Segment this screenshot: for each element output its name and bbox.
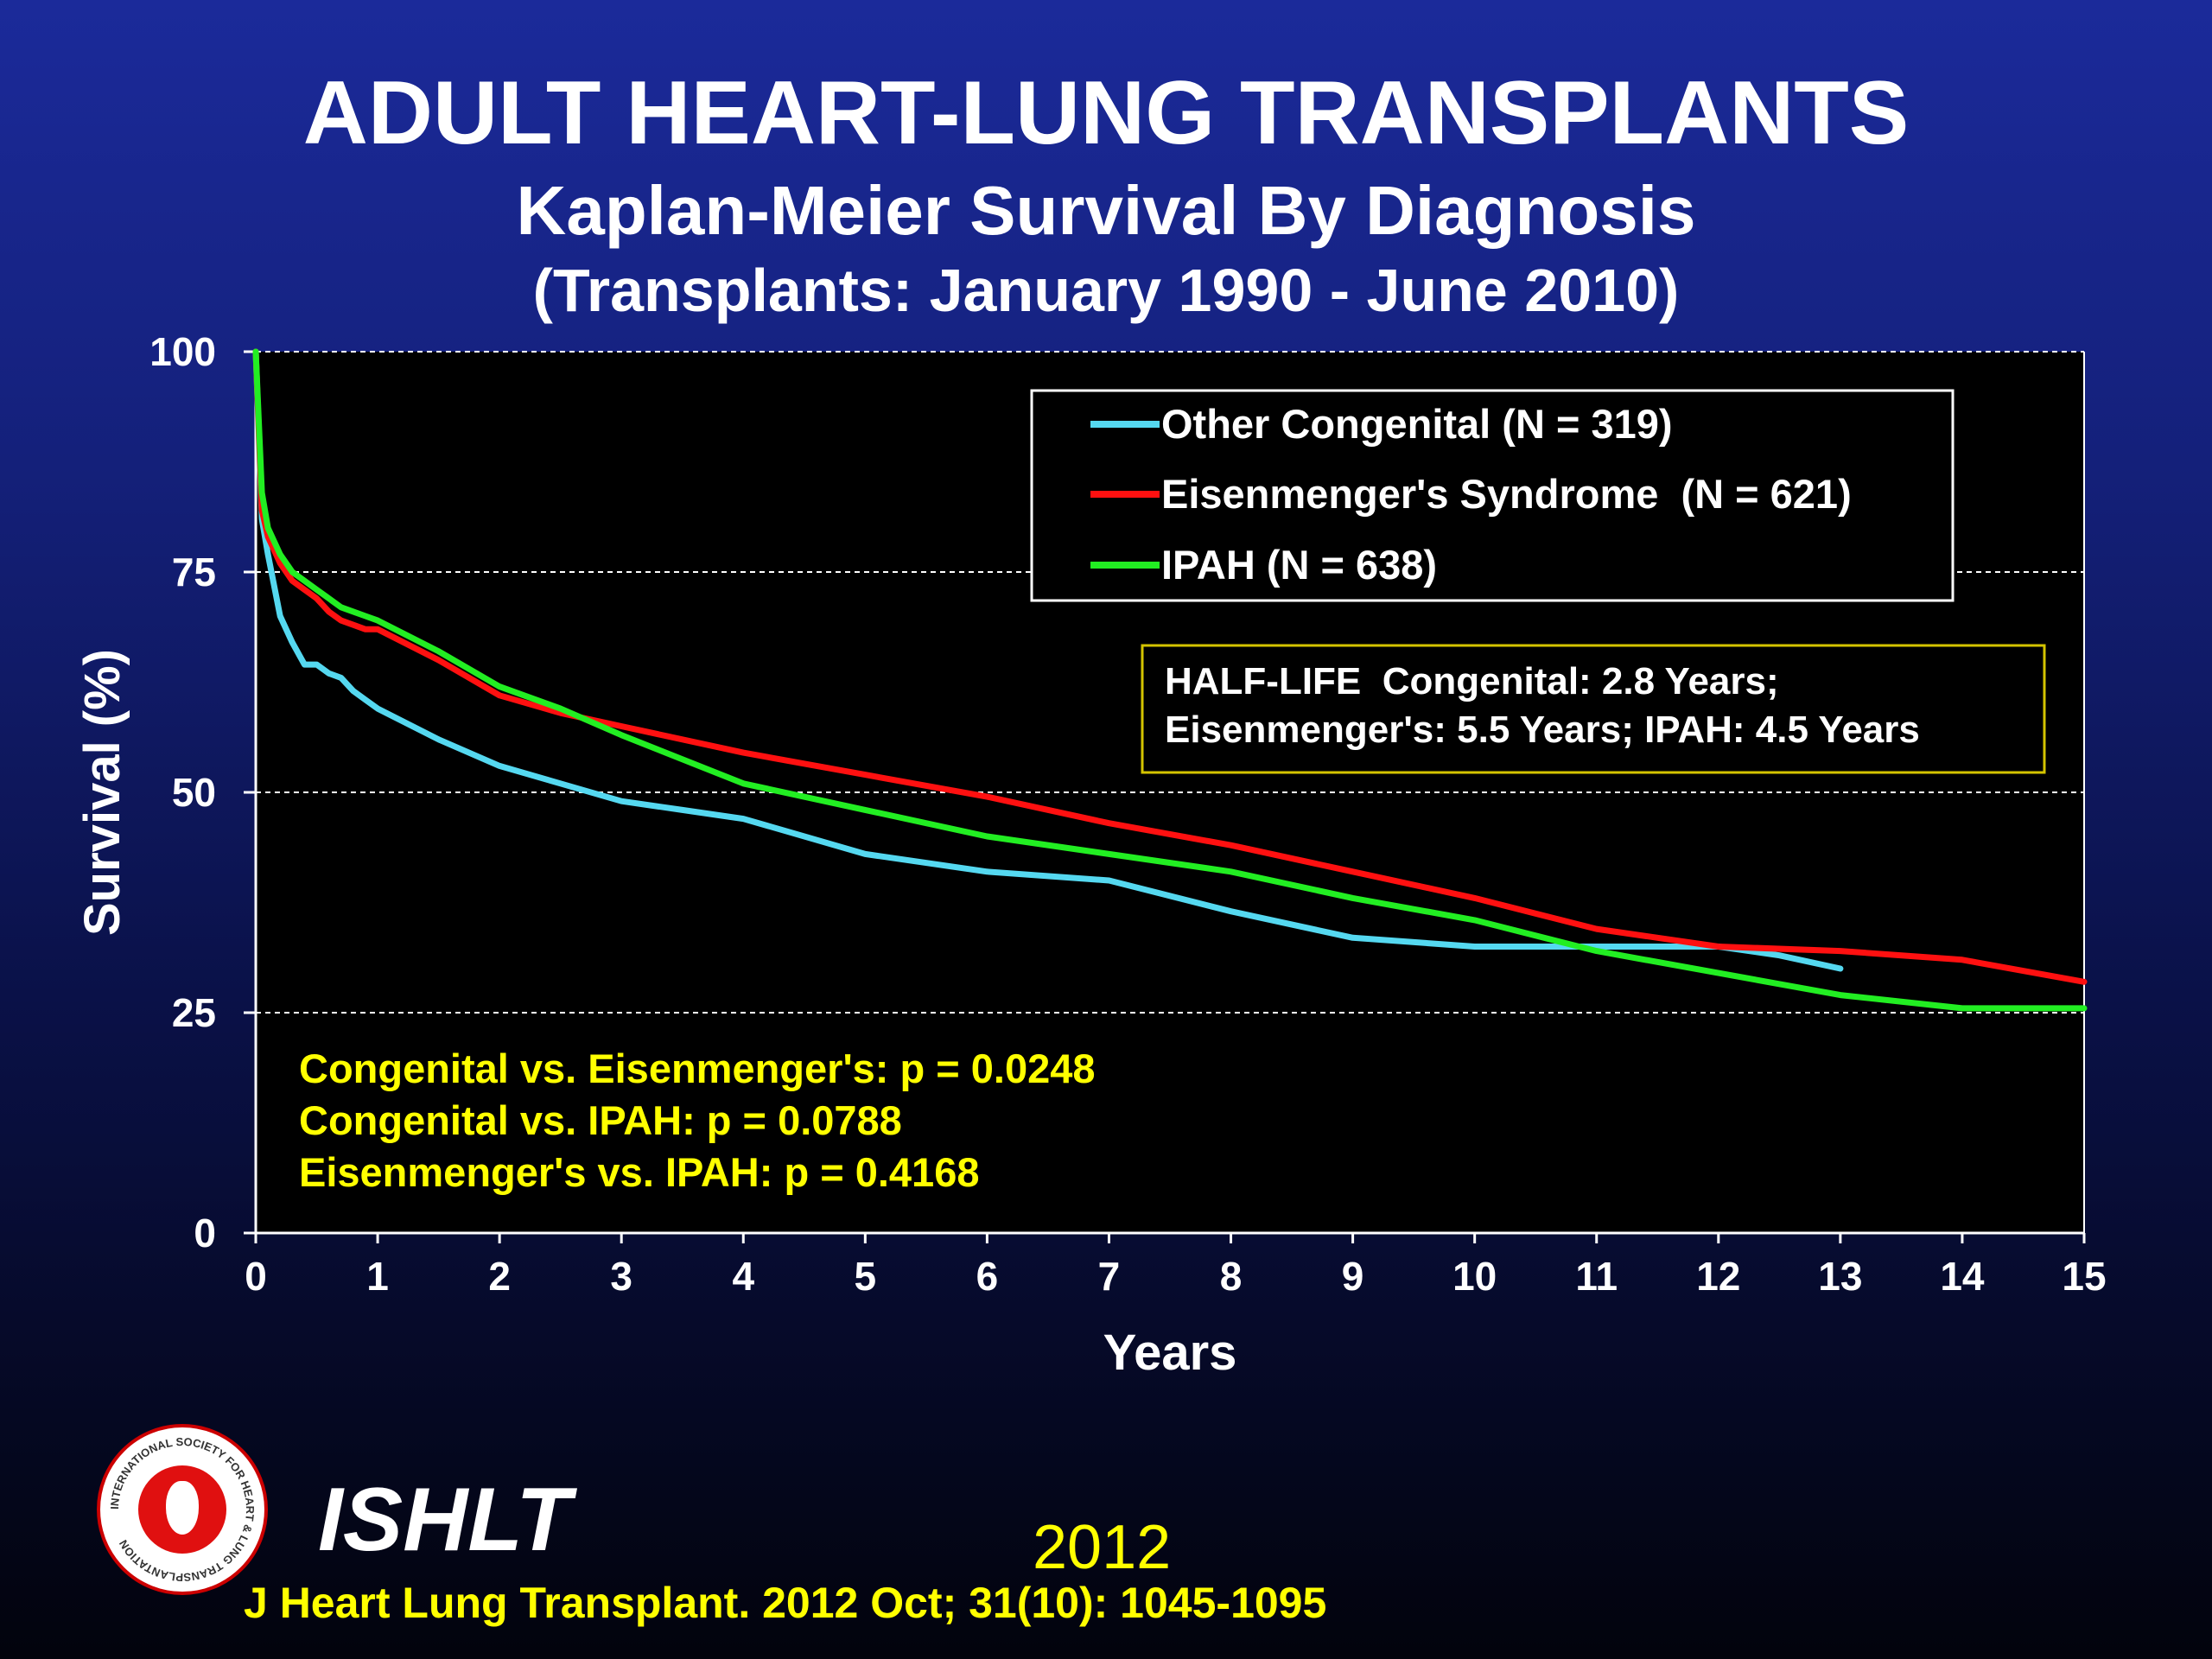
chart-subtitle: Kaplan-Meier Survival By Diagnosis: [516, 172, 1696, 249]
y-tick-label: 25: [172, 990, 216, 1035]
logo-heart-lung-emblem: [138, 1465, 226, 1554]
x-tick-label: 0: [245, 1254, 267, 1299]
y-axis-label: Survival (%): [74, 649, 130, 936]
x-tick-label: 13: [1818, 1254, 1862, 1299]
p-value-eisenmenger-ipah: Eisenmenger's vs. IPAH: p = 0.4168: [299, 1149, 979, 1195]
logo-ring-label: INTERNATIONAL SOCIETY FOR HEART & LUNG T…: [108, 1435, 257, 1584]
x-tick-label: 4: [732, 1254, 754, 1299]
legend-label-eisenmenger: Eisenmenger's Syndrome (N = 621): [1161, 471, 1852, 517]
y-tick-label: 75: [172, 550, 216, 594]
axes: [244, 350, 2086, 1243]
p-value-congenital-ipah: Congenital vs. IPAH: p = 0.0788: [299, 1097, 902, 1143]
legend-box: [1030, 389, 1955, 602]
x-tick-label: 10: [1452, 1254, 1497, 1299]
half-life-line-1: HALF-LIFE Congenital: 2.8 Years;: [1165, 660, 1779, 702]
ishlt-logo: INTERNATIONAL SOCIETY FOR HEART & LUNG T…: [97, 1424, 268, 1595]
x-tick-label: 14: [1940, 1254, 1985, 1299]
x-tick-label: 3: [610, 1254, 632, 1299]
year-label: 2012: [1033, 1513, 1172, 1582]
y-tick-label: 100: [149, 329, 216, 374]
p-values: Congenital vs. Eisenmenger's: p = 0.0248…: [299, 1046, 1096, 1195]
x-tick-label: 15: [2062, 1254, 2106, 1299]
x-tick-label: 9: [1342, 1254, 1364, 1299]
x-tick-label: 1: [366, 1254, 389, 1299]
x-tick-label: 11: [1575, 1254, 1618, 1299]
chart-title: ADULT HEART-LUNG TRANSPLANTS: [302, 63, 1910, 163]
x-tick-label: 8: [1220, 1254, 1243, 1299]
series-lines: [252, 348, 2088, 1012]
half-life-box: HALF-LIFE Congenital: 2.8 Years; Eisenme…: [1141, 644, 2046, 774]
x-tick-label: 2: [488, 1254, 511, 1299]
heart-icon: [166, 1481, 199, 1535]
series-line-eisenmenger: [252, 348, 2088, 985]
y-tick-label: 0: [194, 1211, 216, 1255]
y-tick-label: 50: [172, 770, 216, 815]
x-tick-label: 7: [1098, 1254, 1121, 1299]
x-tick-label: 5: [855, 1254, 877, 1299]
series-line-other-congenital: [252, 348, 1844, 972]
citation: J Heart Lung Transplant. 2012 Oct; 31(10…: [244, 1579, 1327, 1627]
p-value-congenital-eisenmenger: Congenital vs. Eisenmenger's: p = 0.0248: [299, 1046, 1096, 1091]
legend-label-ipah: IPAH (N = 638): [1161, 542, 1437, 588]
x-tick-label: 6: [976, 1254, 999, 1299]
half-life-frame: [1141, 644, 2046, 774]
x-axis-label: Years: [1103, 1325, 1237, 1381]
legend-label-congenital: Other Congenital (N = 319): [1161, 401, 1673, 447]
org-name: ISHLT: [318, 1470, 571, 1570]
logo-ring-text: INTERNATIONAL SOCIETY FOR HEART & LUNG T…: [108, 1435, 257, 1584]
half-life-line-2: Eisenmenger's: 5.5 Years; IPAH: 4.5 Year…: [1165, 709, 1920, 751]
svg-text:INTERNATIONAL SOCIETY FOR HEAR: INTERNATIONAL SOCIETY FOR HEART & LUNG T…: [108, 1435, 257, 1584]
legend: Other Congenital (N = 319) Eisenmenger's…: [1030, 389, 1955, 602]
series-line-ipah: [252, 348, 2088, 1012]
x-tick-label: 12: [1696, 1254, 1740, 1299]
chart-period: (Transplants: January 1990 - June 2010): [532, 257, 1680, 324]
